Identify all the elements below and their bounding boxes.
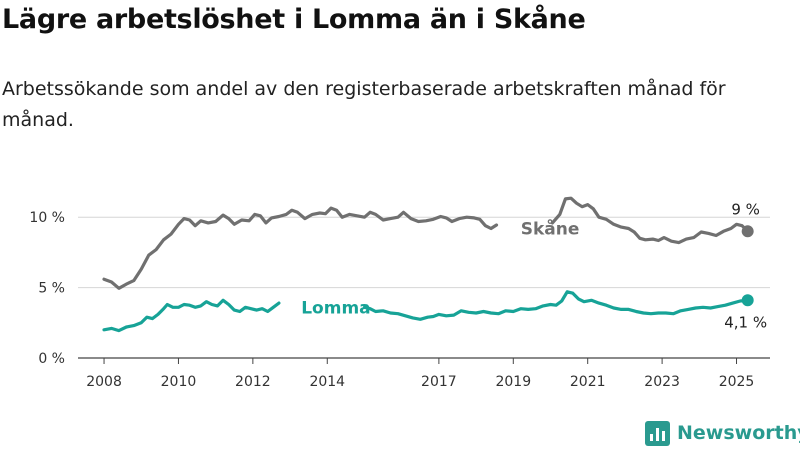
end-value-label-sk-ne: 9 % <box>731 200 760 218</box>
x-tick-label: 2021 <box>570 374 606 390</box>
bar-chart-icon <box>645 420 670 446</box>
x-tick-label: 2010 <box>161 374 197 390</box>
series-line-lomma-segment-1 <box>102 298 281 333</box>
newsworthy-logo: Newsworthy <box>645 420 800 446</box>
end-value-label-lomma: 4,1 % <box>724 313 767 331</box>
brand-name: Newsworthy <box>677 422 800 444</box>
series-line-sk-ne-segment-1 <box>102 206 499 290</box>
x-tick-label: 2012 <box>235 374 271 390</box>
end-point-lomma <box>741 294 754 307</box>
x-tick-label: 2017 <box>421 374 457 390</box>
series-labels: Skåne 9 % Lomma 4,1 % <box>301 200 767 331</box>
x-axis: 2008 2010 2012 2014 2017 2019 2021 2023 2025 <box>86 358 754 390</box>
y-axis: 0 % 5 % 10 % <box>29 210 65 367</box>
chart-title: Lägre arbetslöshet i Lomma än i Skåne <box>2 4 586 35</box>
end-point-sk-ne <box>741 225 754 238</box>
series-label-lomma: Lomma <box>301 298 370 318</box>
x-tick-label: 2014 <box>309 374 345 390</box>
series-group <box>102 196 754 333</box>
x-tick-label: 2025 <box>719 374 755 390</box>
series-label-sk-ne: Skåne <box>521 217 580 239</box>
series-line-sk-ne-segment-2 <box>550 196 750 245</box>
series-line-lomma-segment-2 <box>362 290 750 321</box>
y-tick-label: 5 % <box>38 281 65 297</box>
x-tick-label: 2008 <box>86 374 122 390</box>
gridlines <box>78 216 770 359</box>
x-tick-label: 2019 <box>495 374 531 390</box>
y-tick-label: 0 % <box>38 351 65 367</box>
chart-subtitle: Arbetssökande som andel av den registerb… <box>2 78 726 131</box>
x-tick-label: 2023 <box>644 374 680 390</box>
y-tick-label: 10 % <box>29 210 65 226</box>
